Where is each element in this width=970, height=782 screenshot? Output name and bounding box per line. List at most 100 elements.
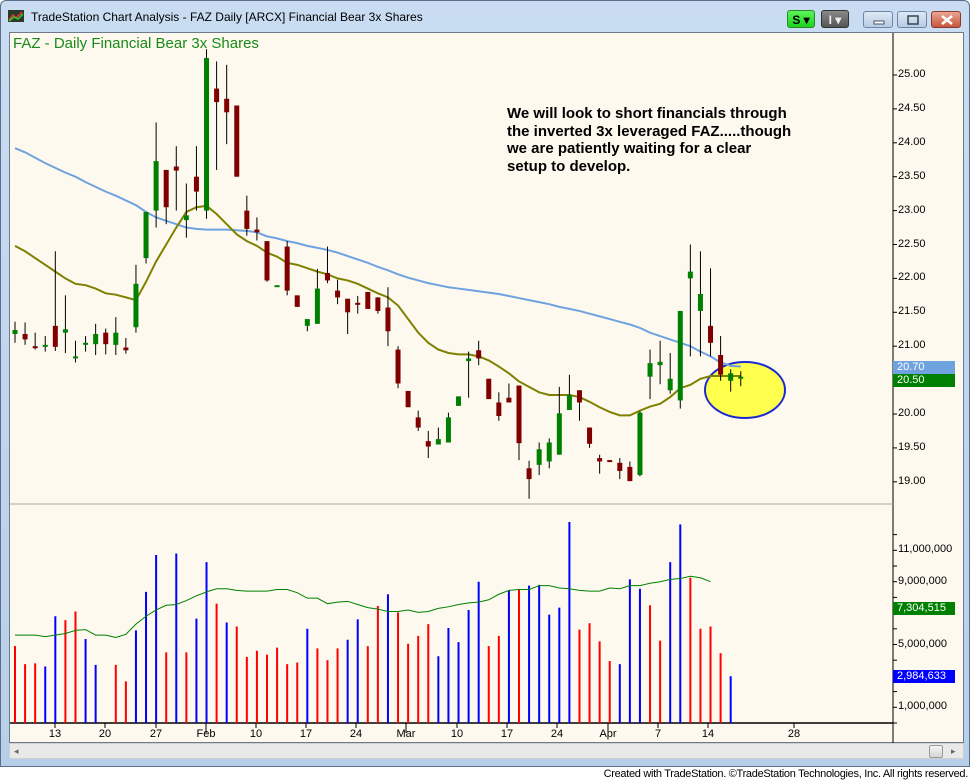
candle-body: [153, 161, 159, 211]
candle-body: [546, 442, 552, 462]
candle-body: [345, 298, 351, 313]
volume-axis-label: 1,000,000: [898, 700, 947, 713]
candle-body: [103, 332, 109, 345]
price-axis-label: 22.00: [898, 271, 926, 284]
candle-body: [476, 350, 482, 359]
chart-title: FAZ - Daily Financial Bear 3x Shares: [13, 35, 259, 52]
price-axis-label: 23.50: [898, 169, 926, 182]
candle-body: [687, 271, 693, 279]
window-title: TradeStation Chart Analysis - FAZ Daily …: [31, 10, 423, 24]
candle-body: [214, 88, 220, 103]
date-axis-label: 7: [654, 728, 662, 740]
candle-body: [72, 356, 78, 359]
candle-body: [143, 211, 149, 259]
candle-body: [355, 302, 361, 305]
volume-axis-label: 5,000,000: [898, 637, 947, 650]
candle-body: [163, 169, 169, 208]
candle-body: [123, 347, 129, 351]
price-axis-label: 23.00: [898, 203, 926, 216]
candle-body: [738, 376, 744, 379]
candle-body: [415, 417, 421, 428]
chart-canvas[interactable]: [10, 33, 965, 744]
maximize-button[interactable]: [897, 11, 927, 28]
volume-average-line: [15, 575, 711, 638]
candle-body: [113, 332, 119, 345]
date-axis-label: 10: [450, 728, 464, 740]
candle-body: [244, 210, 250, 229]
date-axis-label: 27: [149, 728, 163, 740]
candle-body: [617, 462, 623, 471]
candle-body: [375, 297, 381, 311]
price-axis-label: 24.50: [898, 101, 926, 114]
candle-body: [224, 98, 230, 113]
candle-body: [536, 449, 542, 465]
candle-body: [516, 385, 522, 444]
horizontal-scrollbar[interactable]: ◂ ▸: [9, 743, 964, 759]
date-axis-label: 20: [98, 728, 112, 740]
candle-body: [314, 288, 320, 324]
volume-axis-label: 9,000,000: [898, 574, 947, 587]
date-axis-label: Mar: [396, 728, 416, 740]
candle-body: [607, 460, 613, 463]
candle-body: [385, 307, 391, 332]
price-axis-label: 21.00: [898, 339, 926, 352]
last-price-tag: 20.50: [893, 374, 955, 388]
tradestation-logo-icon: [8, 10, 24, 22]
date-axis-label: 17: [299, 728, 313, 740]
candle-body: [274, 285, 280, 288]
candle-body: [324, 272, 330, 281]
candle-body: [183, 215, 189, 221]
last-price-tag: 20.70: [893, 360, 955, 374]
date-axis-label: 13: [48, 728, 62, 740]
candle-body: [597, 458, 603, 462]
candle-body: [526, 468, 532, 480]
title-bar[interactable]: TradeStation Chart Analysis - FAZ Daily …: [1, 1, 969, 32]
candle-body: [667, 378, 673, 391]
candle-body: [284, 246, 290, 291]
candle-body: [42, 344, 48, 347]
candle-body: [556, 413, 562, 455]
price-axis-label: 19.50: [898, 440, 926, 453]
candle-body: [647, 363, 653, 377]
candle-body: [52, 325, 58, 347]
candle-body: [365, 291, 371, 309]
candle-body: [173, 166, 179, 171]
candle-body: [456, 396, 462, 406]
candle-body: [466, 358, 472, 362]
candle-body: [496, 402, 502, 417]
candle-body: [677, 310, 683, 401]
candle-body: [304, 319, 310, 326]
candle-body: [193, 176, 199, 192]
candle-body: [133, 283, 139, 328]
price-axis-label: 19.00: [898, 474, 926, 487]
close-icon: [941, 15, 953, 25]
date-axis-label: 10: [249, 728, 263, 740]
scroll-right-arrow-icon[interactable]: ▸: [951, 746, 956, 756]
chart-panel[interactable]: FAZ - Daily Financial Bear 3x Shares We …: [9, 32, 965, 744]
candle-body: [627, 466, 633, 482]
candle-body: [234, 105, 240, 177]
candle-body: [12, 329, 18, 334]
minimize-button[interactable]: [863, 11, 893, 28]
minimize-icon: [873, 20, 885, 25]
highlight-ellipse: [704, 361, 786, 419]
candle-body: [435, 439, 441, 445]
chart-annotation: We will look to short financials through…: [507, 105, 792, 175]
date-axis-label: 28: [787, 728, 801, 740]
indicator-button[interactable]: I ▾: [821, 10, 849, 28]
candle-body: [486, 378, 492, 400]
candle-body: [728, 373, 734, 381]
candle-body: [32, 346, 38, 349]
date-axis-label: Feb: [196, 728, 216, 740]
candle-body: [93, 333, 99, 345]
candle-body: [254, 229, 260, 233]
strategy-button[interactable]: S ▾: [787, 10, 815, 28]
scroll-left-arrow-icon[interactable]: ◂: [14, 746, 19, 756]
candle-body: [566, 395, 572, 410]
candle-body: [718, 355, 724, 375]
candle-body: [264, 241, 270, 281]
price-axis-label: 25.00: [898, 68, 926, 80]
close-button[interactable]: [931, 11, 961, 28]
scroll-thumb[interactable]: [929, 745, 943, 758]
candle-body: [395, 349, 401, 384]
